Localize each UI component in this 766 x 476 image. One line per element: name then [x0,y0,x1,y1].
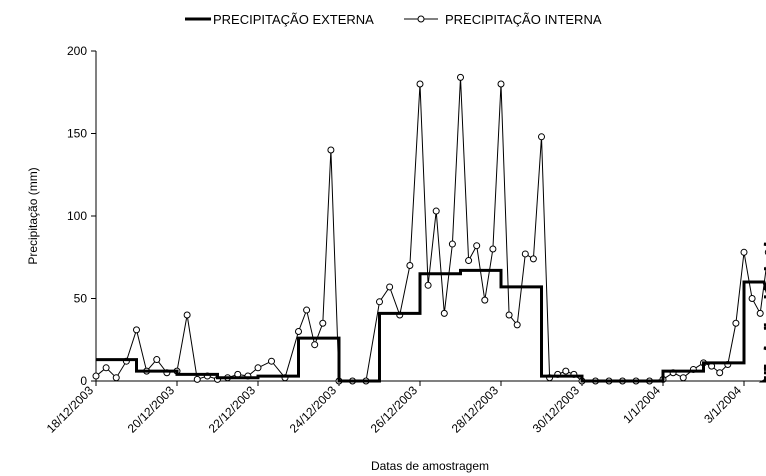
series-interna-point [465,257,473,265]
series-interna-point [562,367,570,375]
x-tick-label: 3/1/2004 [701,383,744,426]
series-interna-point [268,357,275,365]
series-interna-point [92,372,100,380]
legend-label-externa: PRECIPITAÇÃO EXTERNA [213,12,374,27]
legend-label-interna: PRECIPITAÇÃO INTERNA [445,12,602,27]
series-interna-point [440,309,448,317]
axes [95,51,764,382]
series-interna-point [513,321,521,329]
series-interna-point [376,298,383,306]
x-axis-ticks: 18/12/2003 20/12/2003 22/12/2003 24/12/2003… [44,381,745,436]
series-interna-point [319,319,327,327]
series-interna-point [521,250,529,258]
x-tick-label: 18/12/2003 [44,383,97,436]
series-interna-line [95,77,766,382]
series-interna-point [112,374,120,382]
series-interna-point [756,309,764,317]
series-interna-point [489,245,497,253]
x-tick-label: 28/12/2003 [449,383,502,436]
y-tick-label: 0 [80,374,87,388]
series-interna-point [416,80,424,88]
series-interna-point [406,262,414,269]
series-interna-point [386,283,394,291]
series-interna-point [748,295,756,302]
series-interna-point [311,341,319,349]
x-tick-label: 24/12/2003 [287,383,340,436]
series-interna-point [153,356,161,364]
x-axis-title: Datas de amostragem [371,459,489,473]
series-interna-point [481,296,489,304]
series-interna-point [716,369,724,377]
y-tick-label: 100 [67,209,87,223]
x-tick-label: 22/12/2003 [206,383,259,436]
series-interna-point [497,80,505,88]
series-interna-point [740,248,748,256]
legend: PRECIPITAÇÃO EXTERNA PRECIPITAÇÃO INTERN… [185,12,602,27]
series-interna-point [102,364,110,372]
series-interna-point [448,240,456,248]
series-interna-point [529,255,537,263]
series-interna-point [193,375,201,383]
y-axis-title: Precipitação (mm) [26,167,40,264]
series-interna-point [505,311,513,319]
series-interna-point [133,326,140,334]
series-interna-point [679,374,687,382]
series-interna-point [457,73,464,81]
series-interna-point [327,146,335,154]
series-interna-point [303,306,311,314]
y-tick-label: 150 [67,127,87,141]
x-tick-label: 1/1/2004 [620,383,663,426]
legend-marker-interna [417,15,425,23]
y-tick-label: 50 [74,292,88,306]
series-interna-point [432,207,440,215]
y-tick-label: 200 [67,44,87,58]
x-tick-label: 26/12/2003 [368,383,421,436]
x-tick-label: 30/12/2003 [530,383,583,436]
series-interna-point [424,281,432,289]
series-precipitacao-externa [96,242,766,383]
series-interna-point [538,133,545,141]
series-interna-point [254,364,262,372]
series-interna-point [295,328,302,335]
series-externa-line [96,242,766,383]
series-interna-point [473,242,481,250]
x-tick-label: 20/12/2003 [125,383,178,436]
series-interna-point [183,311,191,319]
series-interna-point [732,319,740,327]
series-precipitacao-interna [92,73,766,385]
y-axis-ticks: 0 50 100 150 200 [67,44,96,388]
